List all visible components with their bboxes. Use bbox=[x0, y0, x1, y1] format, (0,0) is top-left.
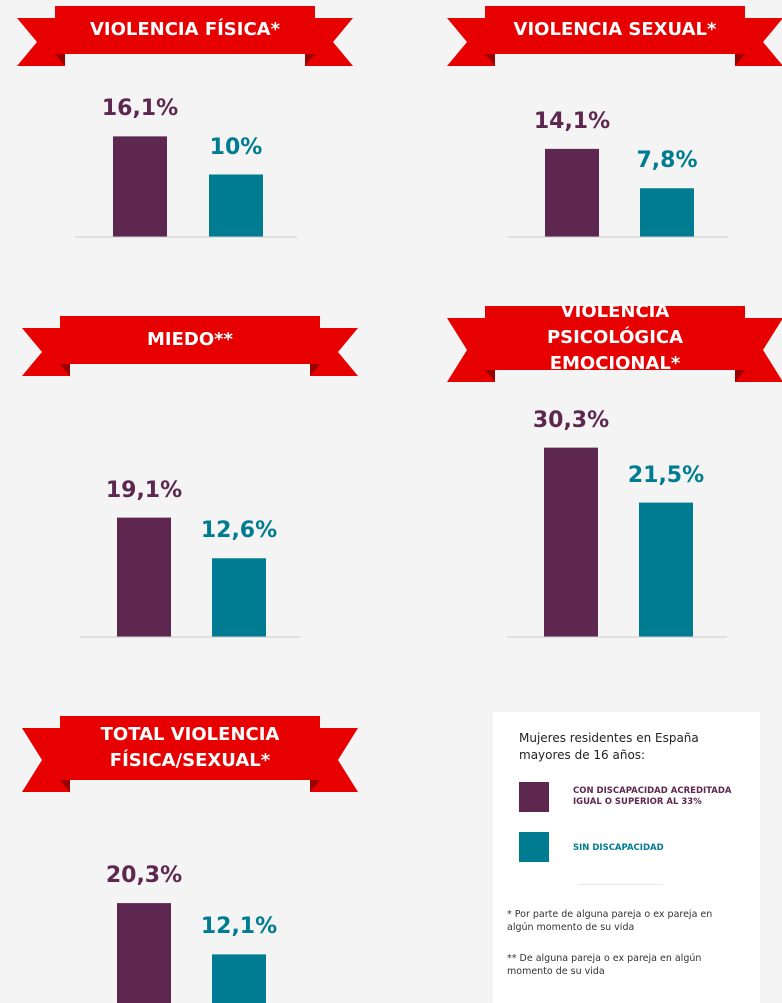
ribbon-fold bbox=[735, 370, 745, 382]
ribbon-fold bbox=[485, 54, 495, 66]
bar bbox=[209, 174, 263, 237]
ribbon-tail bbox=[22, 728, 70, 792]
footnote: ** De alguna pareja o ex pareja en algún… bbox=[507, 953, 702, 977]
legend: Mujeres residentes en España mayores de … bbox=[493, 712, 760, 1003]
ribbon-tail bbox=[17, 18, 65, 66]
ribbon-tail bbox=[447, 18, 495, 66]
value-label: 19,1% bbox=[105, 477, 183, 503]
legend-swatch bbox=[519, 782, 549, 812]
ribbon-tail bbox=[735, 318, 782, 382]
banner-title: VIOLENCIA SEXUAL* bbox=[513, 19, 717, 40]
banner-title: VIOLENCIA FÍSICA* bbox=[89, 19, 281, 40]
ribbon-tail bbox=[22, 328, 70, 376]
ribbon-fold bbox=[735, 54, 745, 66]
ribbon-fold bbox=[60, 780, 70, 792]
value-label: 12,6% bbox=[200, 518, 278, 544]
bar bbox=[212, 558, 266, 637]
bar bbox=[212, 954, 266, 1003]
ribbon-fold bbox=[60, 364, 70, 376]
separator bbox=[578, 884, 663, 885]
value-label: 20,3% bbox=[105, 863, 183, 889]
ribbon bbox=[60, 316, 320, 364]
ribbon bbox=[60, 716, 320, 780]
bar bbox=[113, 136, 167, 237]
ribbon-tail bbox=[305, 18, 353, 66]
ribbon-fold bbox=[485, 370, 495, 382]
value-label: 16,1% bbox=[101, 96, 179, 122]
footnote: * Por parte de alguna pareja o ex pareja… bbox=[507, 909, 713, 933]
bar bbox=[640, 188, 694, 237]
value-label: 14,1% bbox=[533, 108, 611, 134]
ribbon-tail bbox=[447, 318, 495, 382]
value-label: 7,8% bbox=[636, 148, 698, 174]
ribbon-fold bbox=[310, 364, 320, 376]
ribbon bbox=[485, 306, 745, 370]
legend-label: SIN DISCAPACIDAD bbox=[573, 843, 664, 853]
bar bbox=[545, 148, 599, 237]
legend-swatch bbox=[519, 832, 549, 862]
banner-title: TOTAL VIOLENCIA FÍSICA/SEXUAL* bbox=[100, 724, 280, 771]
banner-title: MIEDO** bbox=[147, 329, 233, 350]
ribbon bbox=[55, 6, 315, 54]
ribbon-fold bbox=[55, 54, 65, 66]
legend-title: Mujeres residentes en España mayores de … bbox=[519, 731, 699, 762]
ribbon-fold bbox=[310, 780, 320, 792]
bar bbox=[117, 903, 171, 1003]
bar bbox=[117, 517, 171, 637]
ribbon-fold bbox=[305, 54, 315, 66]
ribbon-tail bbox=[735, 18, 782, 66]
ribbon bbox=[485, 6, 745, 54]
banner-title: VIOLENCIA PSICOLÓGICA EMOCIONAL* bbox=[546, 301, 684, 374]
value-label: 10% bbox=[209, 134, 263, 160]
ribbon-tail bbox=[310, 728, 358, 792]
value-label: 30,3% bbox=[532, 407, 610, 433]
bar bbox=[544, 447, 598, 637]
bar bbox=[639, 502, 693, 637]
ribbon-tail bbox=[310, 328, 358, 376]
value-label: 21,5% bbox=[627, 462, 705, 488]
value-label: 12,1% bbox=[200, 914, 278, 940]
legend-label: CON DISCAPACIDAD ACREDITADA IGUAL O SUPE… bbox=[573, 786, 732, 807]
